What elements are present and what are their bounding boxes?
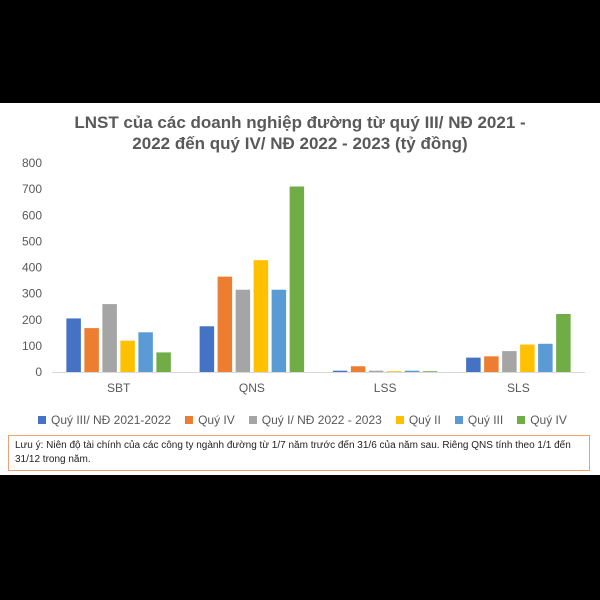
legend-label: Quý I/ NĐ 2022 - 2023 bbox=[261, 413, 382, 427]
legend-swatch bbox=[248, 416, 257, 424]
legend-label: Quý IV bbox=[530, 413, 567, 427]
legend-label: Quý II bbox=[408, 413, 441, 427]
legend-label: Quý III/ NĐ 2021-2022 bbox=[51, 413, 172, 427]
bar-qns-series-2 bbox=[217, 276, 233, 372]
chart-panel: LNST của các doanh nghiệp đường từ quý I… bbox=[0, 103, 600, 475]
bar-qns-series-3 bbox=[235, 289, 251, 372]
y-tick-label: 200 bbox=[22, 313, 42, 327]
bar-qns-series-4 bbox=[253, 260, 269, 372]
x-category-label: QNS bbox=[239, 381, 265, 395]
y-tick-label: 600 bbox=[22, 208, 42, 222]
bar-chart: 0 100 200 300 400 500 600 700 800 SBT QNS LSS SLS bbox=[22, 156, 585, 395]
bar-lss-series-2 bbox=[350, 366, 366, 372]
y-tick-label: 700 bbox=[22, 182, 42, 196]
y-tick-label: 100 bbox=[22, 339, 42, 353]
bar-sbt-series-4 bbox=[120, 340, 135, 372]
chart-title: LNST của các doanh nghiệp đường từ quý I… bbox=[0, 112, 600, 154]
chart-legend: Quý III/ NĐ 2021-2022 Quý IV Quý I/ NĐ 202… bbox=[38, 410, 598, 430]
bar-sls-series-6 bbox=[556, 314, 571, 372]
bar-qns-series-5 bbox=[271, 289, 287, 372]
legend-item-2: Quý IV bbox=[185, 413, 235, 427]
x-category-label: LSS bbox=[374, 381, 397, 395]
bar-lss-series-4 bbox=[386, 371, 402, 372]
bar-qns-series-1 bbox=[199, 326, 215, 372]
bar-lss-series-5 bbox=[404, 370, 420, 372]
x-category-label: SLS bbox=[507, 381, 530, 395]
bar-sbt-series-2 bbox=[84, 328, 99, 372]
x-category-label: SBT bbox=[107, 381, 131, 395]
footnote-box: Lưu ý: Niên độ tài chính của các công ty… bbox=[8, 435, 590, 471]
y-tick-label: 300 bbox=[22, 287, 42, 301]
legend-item-1: Quý III/ NĐ 2021-2022 bbox=[38, 413, 171, 427]
bar-sbt-series-5 bbox=[138, 332, 153, 372]
bar-sls-series-2 bbox=[484, 356, 499, 372]
chart-title-line-2: 2022 đến quý IV/ NĐ 2022 - 2023 (tỷ đồng… bbox=[132, 134, 468, 153]
y-tick-label: 800 bbox=[22, 156, 42, 170]
bar-qns-series-6 bbox=[289, 186, 305, 372]
bar-sls-series-3 bbox=[502, 351, 517, 372]
bar-lss-series-3 bbox=[368, 370, 384, 372]
legend-swatch bbox=[185, 416, 194, 424]
y-tick-label: 0 bbox=[35, 365, 42, 379]
bar-sls-series-4 bbox=[520, 344, 535, 372]
legend-label: Quý IV bbox=[198, 413, 235, 427]
bar-sbt-series-6 bbox=[156, 352, 171, 372]
bar-sls-series-5 bbox=[538, 343, 553, 372]
legend-label: Quý III bbox=[467, 413, 504, 427]
bar-sbt-series-1 bbox=[66, 318, 81, 372]
bar-sls-series-1 bbox=[466, 357, 481, 372]
legend-swatch bbox=[454, 416, 463, 424]
legend-item-5: Quý III bbox=[454, 413, 504, 427]
chart-title-line-1: LNST của các doanh nghiệp đường từ quý I… bbox=[74, 113, 526, 132]
legend-item-6: Quý IV bbox=[517, 413, 567, 427]
bar-lss-series-6 bbox=[422, 371, 438, 372]
legend-item-4: Quý II bbox=[395, 413, 441, 427]
legend-swatch bbox=[395, 416, 404, 424]
y-tick-label: 500 bbox=[22, 234, 42, 248]
legend-swatch bbox=[517, 416, 526, 424]
legend-swatch bbox=[38, 416, 46, 424]
y-tick-label: 400 bbox=[22, 261, 42, 275]
legend-item-3: Quý I/ NĐ 2022 - 2023 bbox=[248, 413, 382, 427]
bar-sbt-series-3 bbox=[102, 304, 117, 372]
bar-lss-series-1 bbox=[332, 370, 348, 372]
